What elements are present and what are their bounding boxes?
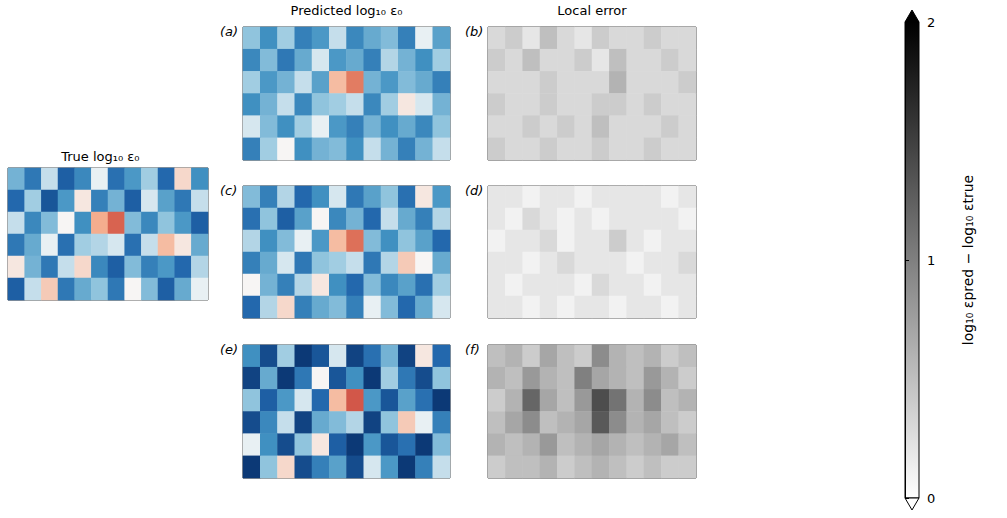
svg-text:0: 0 — [927, 491, 935, 506]
svg-text:(c): (c) — [220, 183, 237, 198]
svg-text:Local error: Local error — [557, 3, 627, 18]
svg-text:1: 1 — [927, 253, 935, 268]
svg-text:(b): (b) — [465, 24, 483, 39]
svg-text:(e): (e) — [220, 342, 238, 357]
svg-text:(d): (d) — [465, 183, 483, 198]
svg-text:log₁₀ εpred − log₁₀ εtrue: log₁₀ εpred − log₁₀ εtrue — [960, 175, 976, 345]
svg-text:(a): (a) — [220, 24, 238, 39]
svg-text:Predicted log₁₀ ε₀: Predicted log₁₀ ε₀ — [291, 3, 403, 18]
svg-text:True log₁₀ ε₀: True log₁₀ ε₀ — [60, 149, 139, 164]
svg-text:2: 2 — [927, 15, 935, 30]
svg-text:(f): (f) — [465, 342, 480, 357]
